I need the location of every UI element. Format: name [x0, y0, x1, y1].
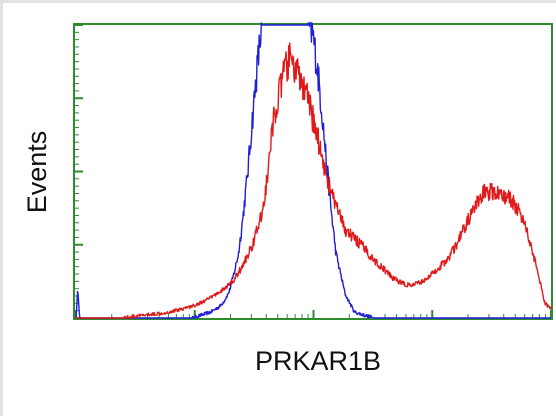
x-axis-label: PRKAR1B — [255, 346, 381, 376]
series-layer — [75, 22, 552, 319]
plot-area-border — [73, 23, 553, 320]
series-line-red — [75, 42, 552, 319]
chart-axes — [73, 23, 553, 320]
y-axis-label: Events — [22, 131, 52, 214]
series-line-blue — [75, 22, 552, 319]
